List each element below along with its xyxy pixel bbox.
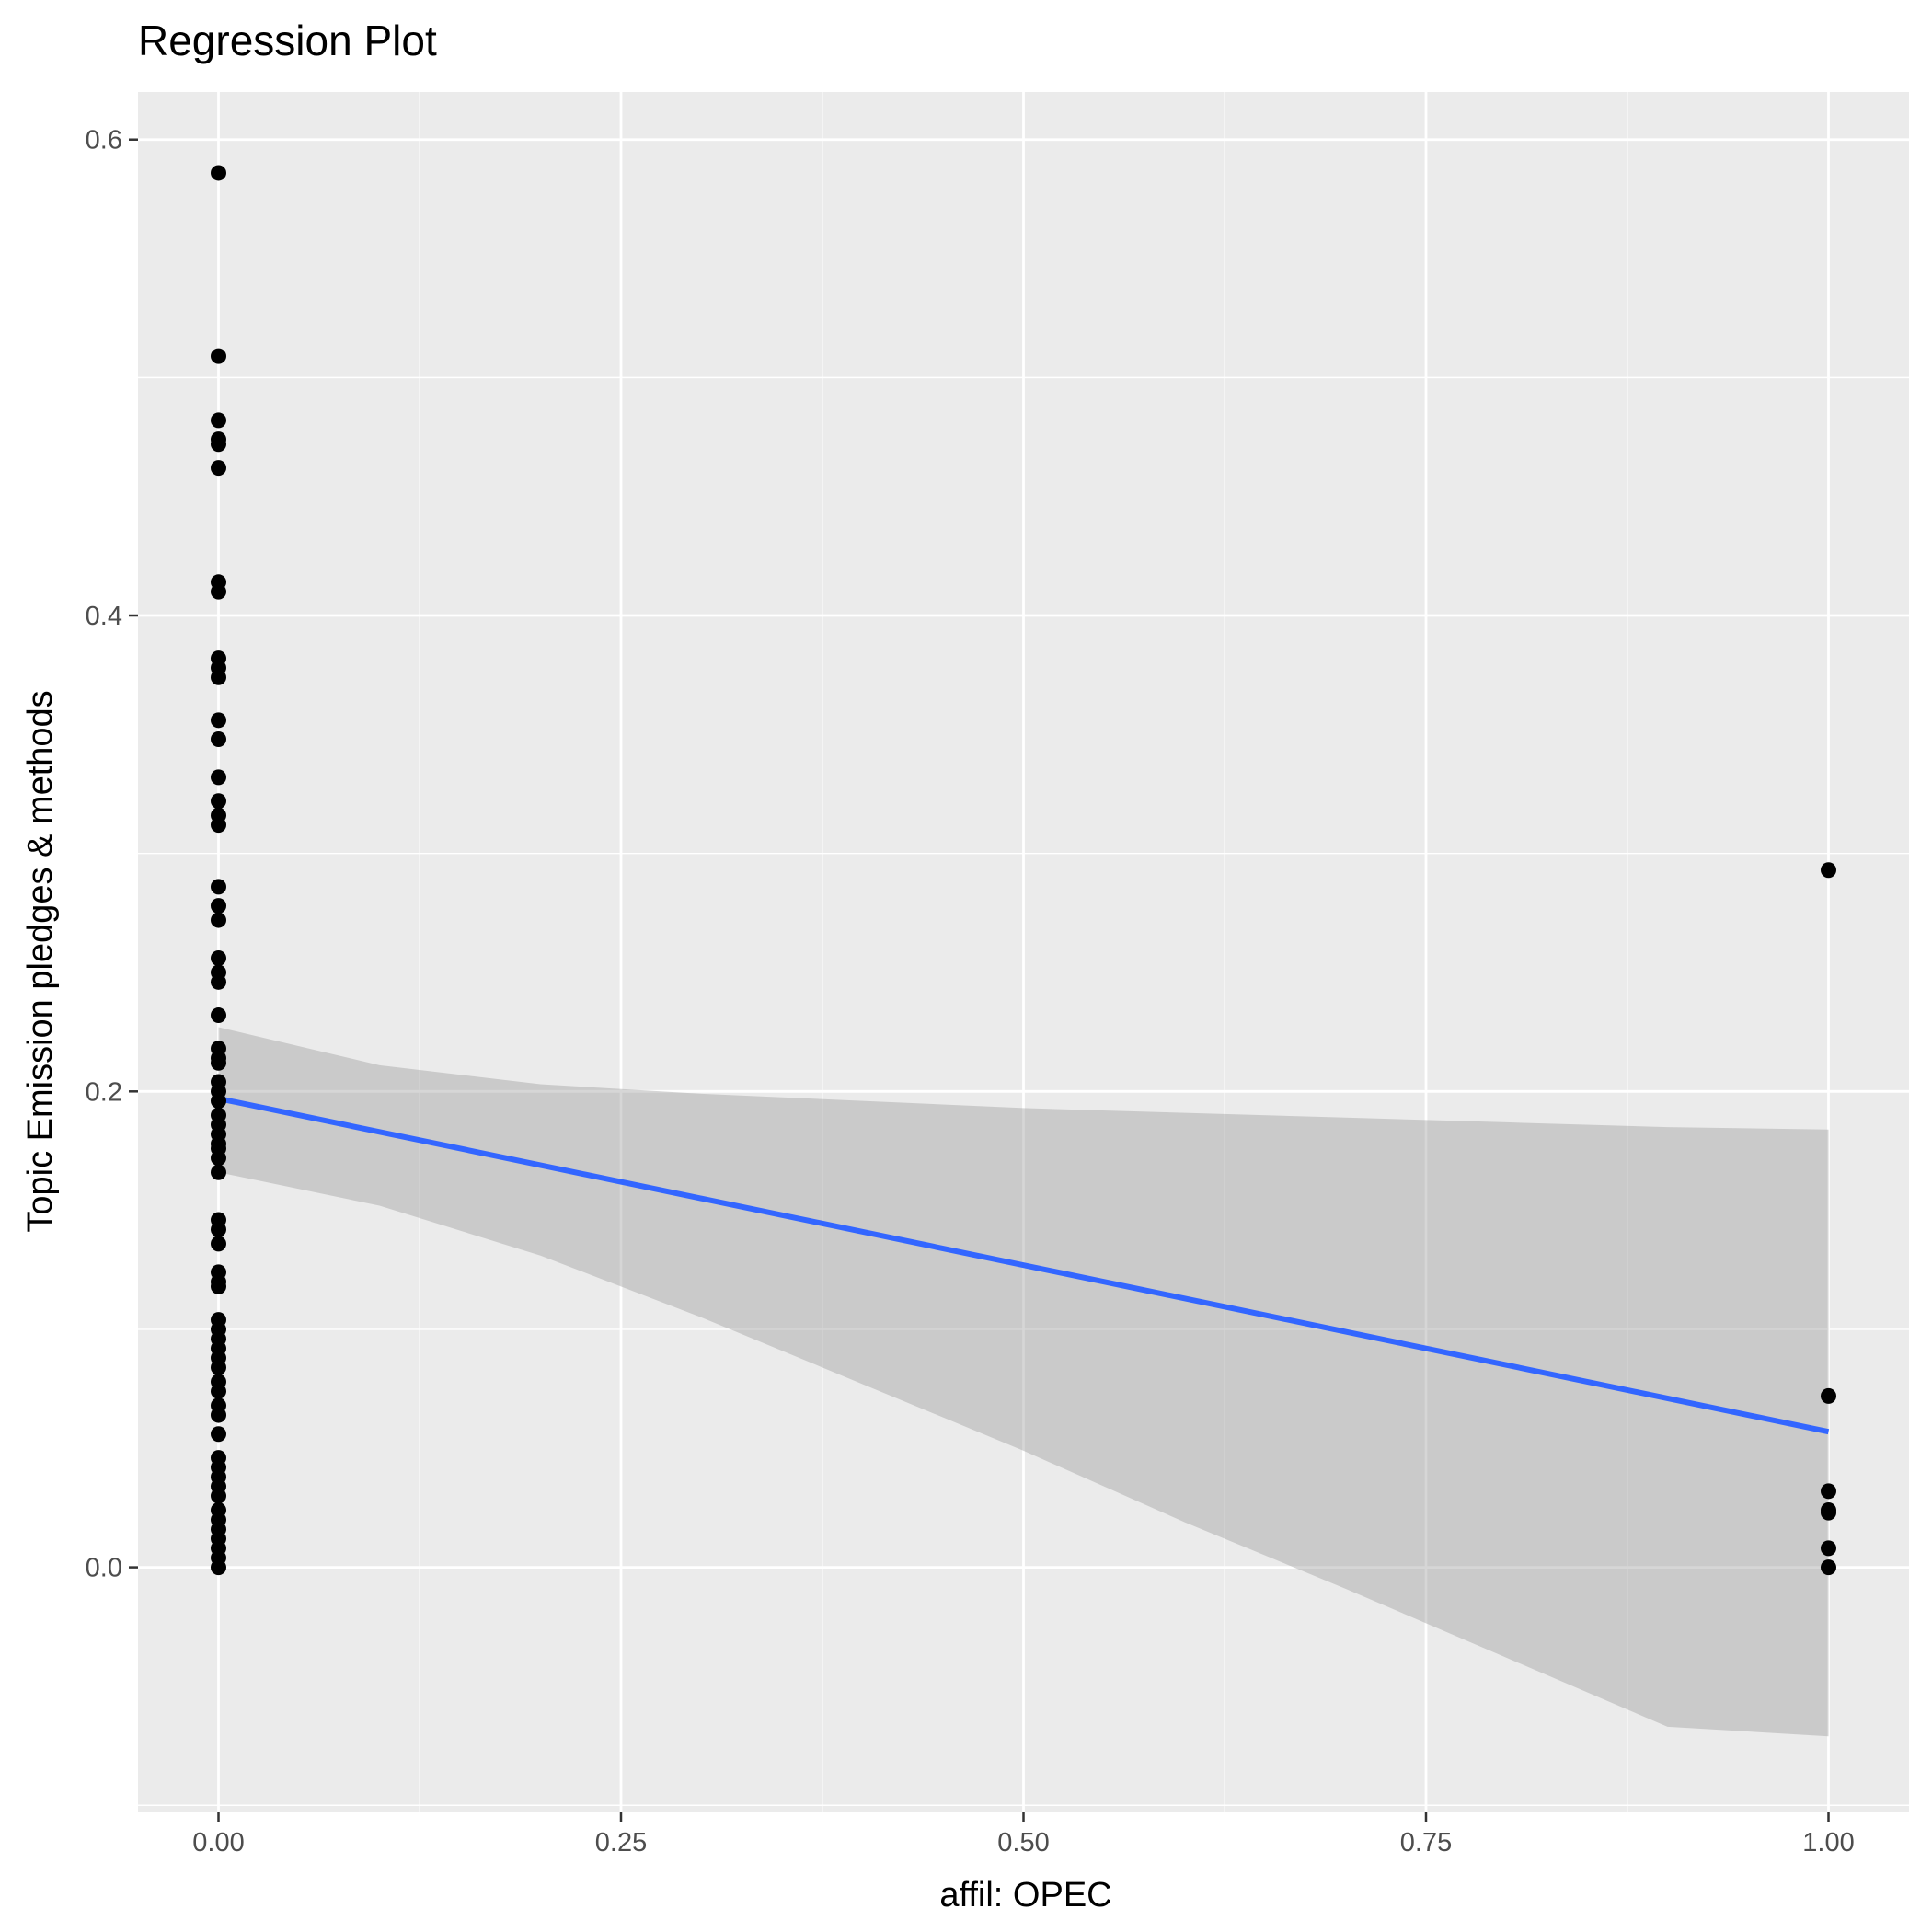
data-point-opec0-5 bbox=[211, 460, 226, 477]
regression-line bbox=[217, 1096, 1830, 1435]
data-point-opec1-0 bbox=[1821, 862, 1836, 879]
data-point-opec0-17 bbox=[211, 879, 226, 895]
data-point-opec0-2 bbox=[211, 412, 226, 429]
x-tick-label-3: 0.75 bbox=[1400, 1828, 1452, 1857]
data-point-opec0-0 bbox=[211, 165, 226, 181]
data-points bbox=[211, 165, 1836, 1576]
x-tick-label-2: 0.50 bbox=[997, 1828, 1049, 1857]
data-point-opec0-29 bbox=[211, 1093, 226, 1110]
data-point-opec0-16 bbox=[211, 817, 226, 834]
x-axis-title: affil: OPEC bbox=[939, 1876, 1111, 1915]
data-point-opec0-50 bbox=[211, 1383, 226, 1399]
data-point-opec0-38 bbox=[211, 1221, 226, 1237]
data-point-opec0-52 bbox=[211, 1407, 226, 1423]
data-point-opec0-35 bbox=[211, 1150, 226, 1167]
confidence-band-layer bbox=[218, 1027, 1829, 1737]
data-point-opec0-14 bbox=[211, 793, 226, 810]
data-point-opec0-39 bbox=[211, 1236, 226, 1252]
y-tick-label-3: 0.6 bbox=[86, 126, 122, 155]
y-axis: 0.0 0.2 0.4 0.6 bbox=[86, 126, 138, 1583]
confidence-band bbox=[218, 1027, 1829, 1737]
data-point-opec0-20 bbox=[211, 949, 226, 966]
data-point-opec0-1 bbox=[211, 348, 226, 364]
data-point-opec0-12 bbox=[211, 731, 226, 748]
data-point-opec1-2 bbox=[1821, 1483, 1836, 1500]
data-point-opec0-22 bbox=[211, 973, 226, 990]
data-point-opec0-13 bbox=[211, 769, 226, 786]
x-tick-label-4: 1.00 bbox=[1802, 1828, 1854, 1857]
y-tick-label-1: 0.2 bbox=[86, 1077, 122, 1107]
y-tick-label-2: 0.4 bbox=[86, 602, 122, 631]
fit-line-layer bbox=[217, 1096, 1830, 1435]
y-axis-title: Topic Emission pledges & methods bbox=[21, 690, 60, 1232]
data-point-opec0-11 bbox=[211, 712, 226, 729]
x-tick-label-1: 0.25 bbox=[595, 1828, 647, 1857]
data-point-opec0-23 bbox=[211, 1007, 226, 1024]
data-point-opec0-36 bbox=[211, 1164, 226, 1180]
data-point-opec1-1 bbox=[1821, 1387, 1836, 1404]
data-point-opec0-19 bbox=[211, 912, 226, 928]
data-point-opec0-65 bbox=[211, 1559, 226, 1576]
data-point-opec0-4 bbox=[211, 436, 226, 453]
data-point-opec0-58 bbox=[211, 1488, 226, 1504]
data-point-opec0-26 bbox=[211, 1054, 226, 1071]
x-tick-label-0: 0.00 bbox=[192, 1828, 244, 1857]
data-point-opec1-6 bbox=[1821, 1559, 1836, 1576]
data-point-opec0-7 bbox=[211, 583, 226, 600]
data-point-opec0-18 bbox=[211, 898, 226, 914]
data-point-opec0-10 bbox=[211, 669, 226, 685]
chart-title: Regression Plot bbox=[138, 17, 437, 64]
y-tick-label-0: 0.0 bbox=[86, 1554, 122, 1583]
x-axis: 0.00 0.25 0.50 0.75 1.00 bbox=[192, 1812, 1855, 1857]
data-point-opec1-4 bbox=[1821, 1504, 1836, 1521]
data-point-opec0-42 bbox=[211, 1278, 226, 1294]
data-point-opec0-53 bbox=[211, 1426, 226, 1443]
data-point-opec0-48 bbox=[211, 1359, 226, 1375]
data-point-opec1-5 bbox=[1821, 1540, 1836, 1557]
